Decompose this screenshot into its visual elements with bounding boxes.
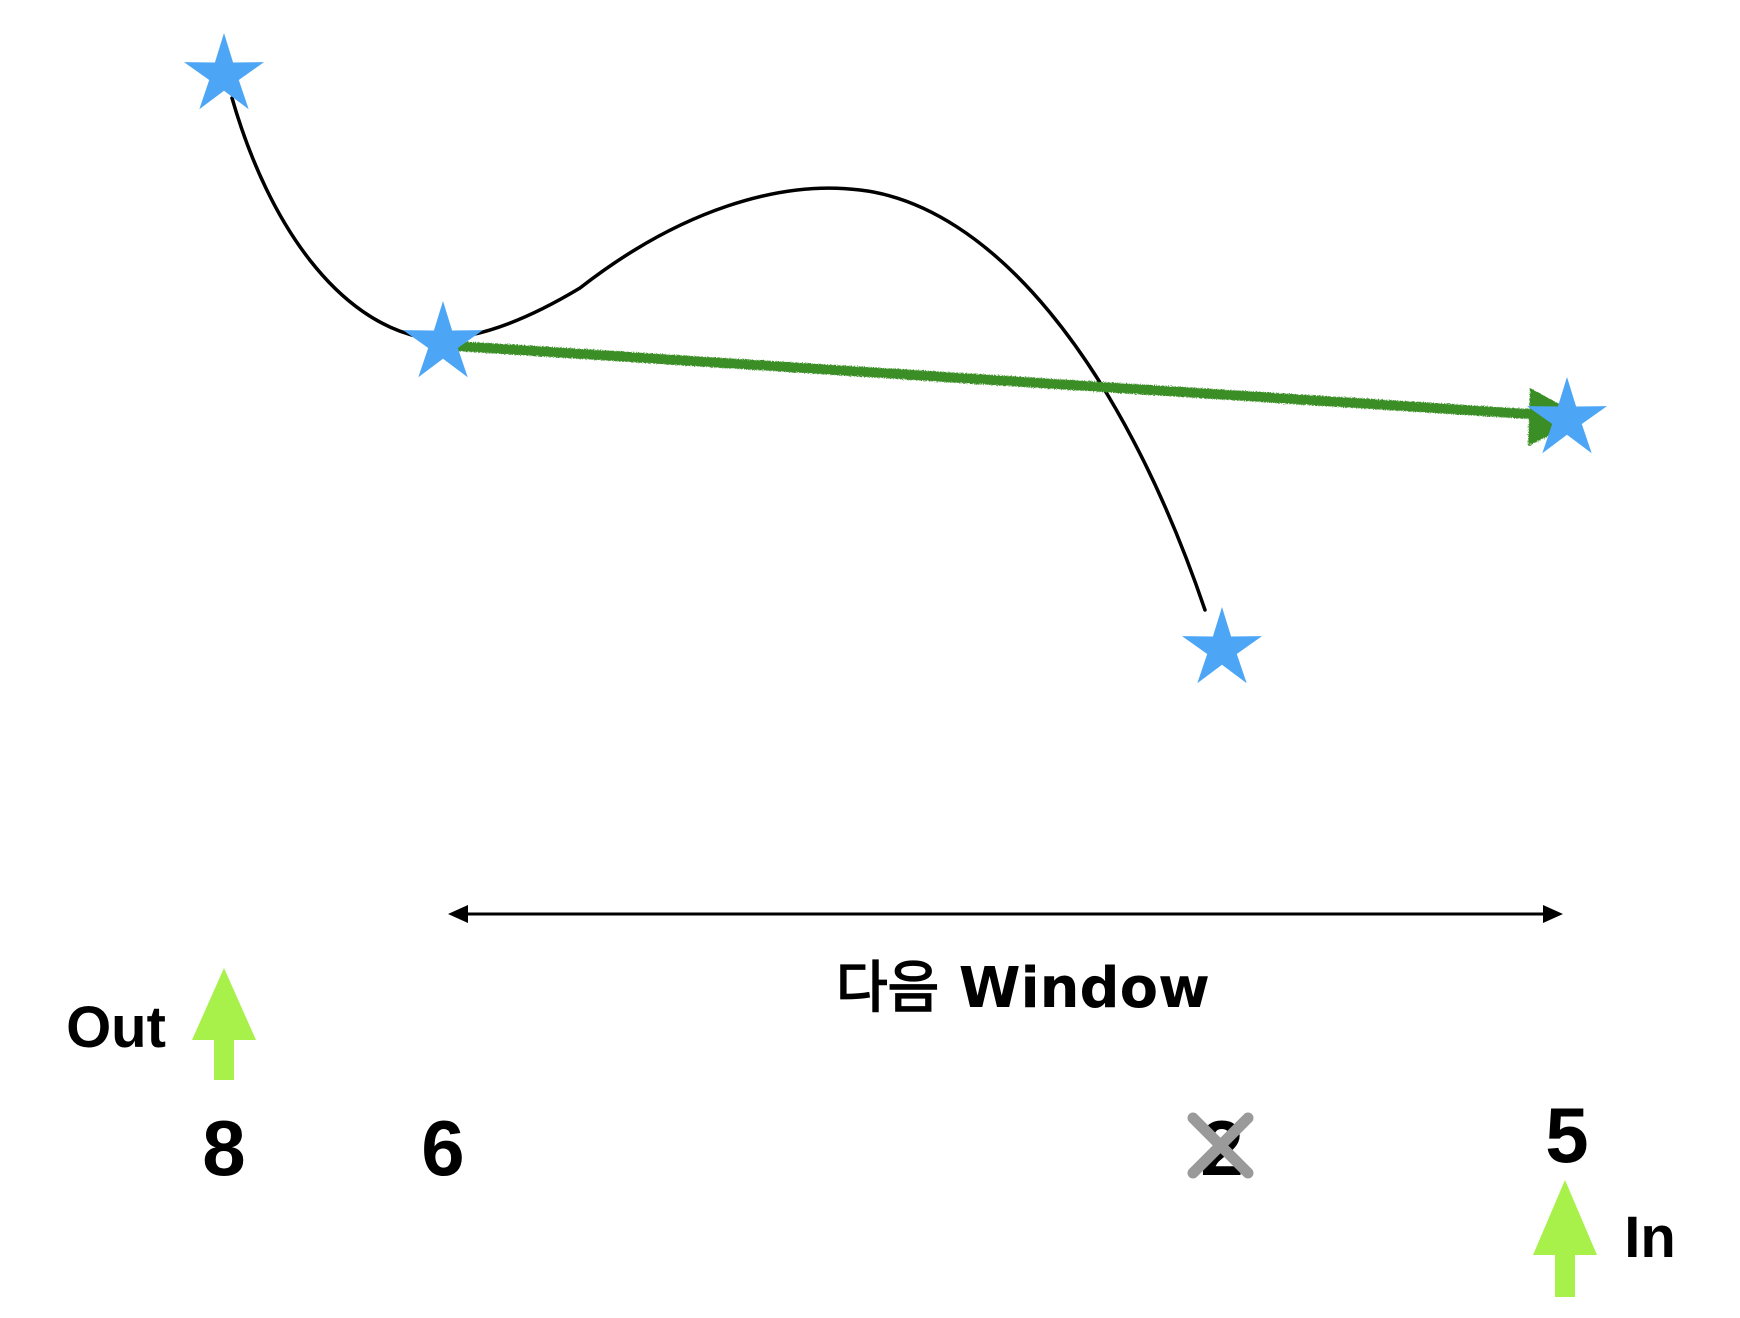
up-arrow-icon [1533,1180,1597,1297]
star-icon [1182,607,1262,684]
value-6: 6 [421,1104,464,1192]
value-5: 5 [1545,1091,1588,1179]
star-icon [184,33,264,110]
up-arrow-icon [192,968,256,1080]
star-icon [403,301,483,378]
trend-arrow [435,340,1585,446]
window-span-arrow [448,905,1563,923]
out-label: Out [66,995,166,1060]
window-label: 다음 Window [836,956,1210,1021]
trend-curve [230,96,1207,612]
value-8: 8 [202,1104,245,1192]
cross-icon [1187,1112,1254,1179]
in-label: In [1624,1205,1676,1270]
star-icon [1527,377,1607,454]
